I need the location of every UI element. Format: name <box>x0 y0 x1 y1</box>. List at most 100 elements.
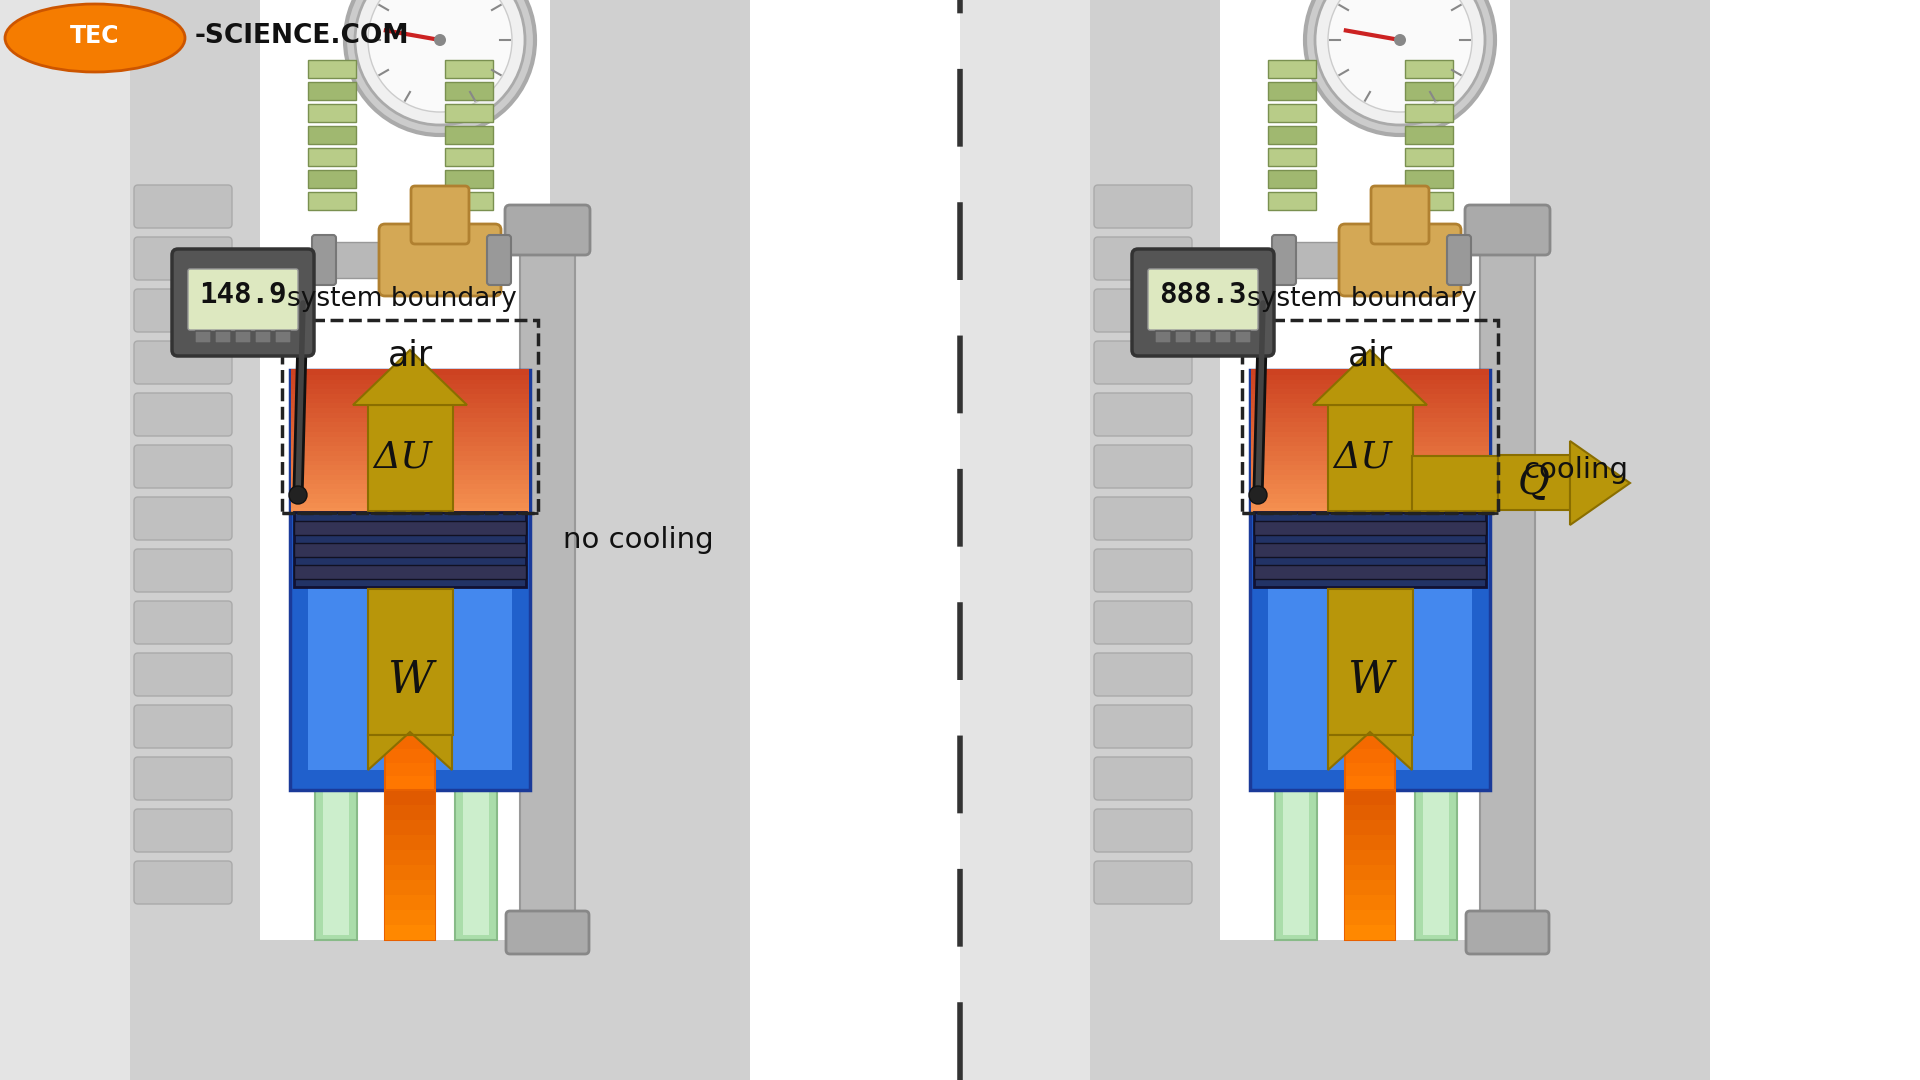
Circle shape <box>290 486 307 504</box>
Bar <box>1252 455 1490 460</box>
Bar <box>1283 789 1309 935</box>
Text: air: air <box>388 338 432 372</box>
FancyBboxPatch shape <box>255 330 271 343</box>
Bar <box>1252 492 1490 499</box>
FancyBboxPatch shape <box>1156 330 1171 343</box>
Bar <box>1346 667 1396 681</box>
Bar <box>386 613 436 627</box>
Bar <box>1346 804 1396 820</box>
Bar <box>307 148 355 166</box>
Bar <box>1252 369 1490 375</box>
FancyBboxPatch shape <box>1148 269 1258 330</box>
Bar <box>1346 653 1396 669</box>
FancyBboxPatch shape <box>215 330 230 343</box>
Bar <box>386 721 436 735</box>
Bar <box>131 0 960 1080</box>
Bar <box>1252 388 1490 394</box>
Text: -SCIENCE.COM: -SCIENCE.COM <box>196 23 409 49</box>
Bar <box>1252 445 1490 451</box>
FancyBboxPatch shape <box>1094 289 1192 332</box>
FancyBboxPatch shape <box>411 186 468 244</box>
Bar <box>1346 680 1396 696</box>
Bar <box>1346 879 1396 895</box>
Circle shape <box>1394 33 1405 46</box>
Bar <box>290 370 530 789</box>
Bar <box>1346 909 1396 924</box>
Bar <box>386 775 436 789</box>
Bar <box>455 780 497 940</box>
Bar <box>1252 484 1490 489</box>
Circle shape <box>1329 0 1473 112</box>
Bar <box>292 502 530 509</box>
Bar <box>1267 192 1315 210</box>
Text: W: W <box>388 659 432 702</box>
Bar <box>1267 60 1315 78</box>
Bar <box>259 940 549 1080</box>
Bar <box>386 879 436 895</box>
Bar <box>294 565 526 579</box>
FancyBboxPatch shape <box>307 754 365 788</box>
Bar <box>1254 543 1486 557</box>
Bar <box>1346 734 1396 750</box>
FancyBboxPatch shape <box>1094 705 1192 748</box>
FancyBboxPatch shape <box>505 205 589 255</box>
FancyBboxPatch shape <box>134 185 232 228</box>
Bar <box>445 60 493 78</box>
FancyBboxPatch shape <box>507 912 589 954</box>
Bar <box>386 680 436 696</box>
FancyBboxPatch shape <box>1407 754 1465 788</box>
Bar <box>307 126 355 144</box>
Polygon shape <box>1313 350 1427 405</box>
Bar <box>292 388 530 394</box>
Bar <box>292 417 530 422</box>
Bar <box>386 588 436 789</box>
FancyBboxPatch shape <box>1094 600 1192 644</box>
Bar <box>292 464 530 470</box>
FancyBboxPatch shape <box>134 549 232 592</box>
FancyBboxPatch shape <box>1094 497 1192 540</box>
Bar <box>1346 626 1396 642</box>
Bar <box>1405 82 1453 100</box>
Bar <box>1252 464 1490 470</box>
Bar <box>307 390 513 770</box>
Bar <box>1267 148 1315 166</box>
Bar <box>386 694 436 708</box>
FancyBboxPatch shape <box>134 653 232 696</box>
Bar <box>292 469 530 475</box>
Bar <box>292 455 530 460</box>
FancyBboxPatch shape <box>1094 237 1192 280</box>
Bar <box>1252 474 1490 480</box>
Bar <box>1252 498 1490 503</box>
FancyBboxPatch shape <box>134 809 232 852</box>
Bar <box>960 0 1920 1080</box>
Bar <box>259 0 549 940</box>
FancyBboxPatch shape <box>1094 861 1192 904</box>
Ellipse shape <box>6 4 184 72</box>
FancyBboxPatch shape <box>1448 235 1471 285</box>
Bar <box>1346 588 1396 789</box>
Bar <box>292 393 530 399</box>
Bar <box>1252 450 1490 456</box>
Bar <box>1275 780 1317 940</box>
FancyBboxPatch shape <box>1371 186 1428 244</box>
Bar <box>1498 455 1571 510</box>
Polygon shape <box>1329 732 1411 770</box>
FancyBboxPatch shape <box>1509 0 1711 1080</box>
Bar <box>307 192 355 210</box>
Bar <box>386 849 436 865</box>
Bar <box>292 421 530 428</box>
Bar <box>445 192 493 210</box>
Bar <box>292 435 530 442</box>
Bar <box>386 748 436 762</box>
Bar <box>1329 405 1413 511</box>
Bar <box>1346 849 1396 865</box>
FancyBboxPatch shape <box>1133 249 1275 356</box>
Bar <box>307 104 355 122</box>
Bar <box>386 761 436 777</box>
Bar <box>1252 421 1490 428</box>
Bar <box>292 427 530 432</box>
Bar <box>1405 192 1453 210</box>
Bar <box>294 521 526 535</box>
FancyBboxPatch shape <box>1094 809 1192 852</box>
FancyBboxPatch shape <box>134 341 232 384</box>
